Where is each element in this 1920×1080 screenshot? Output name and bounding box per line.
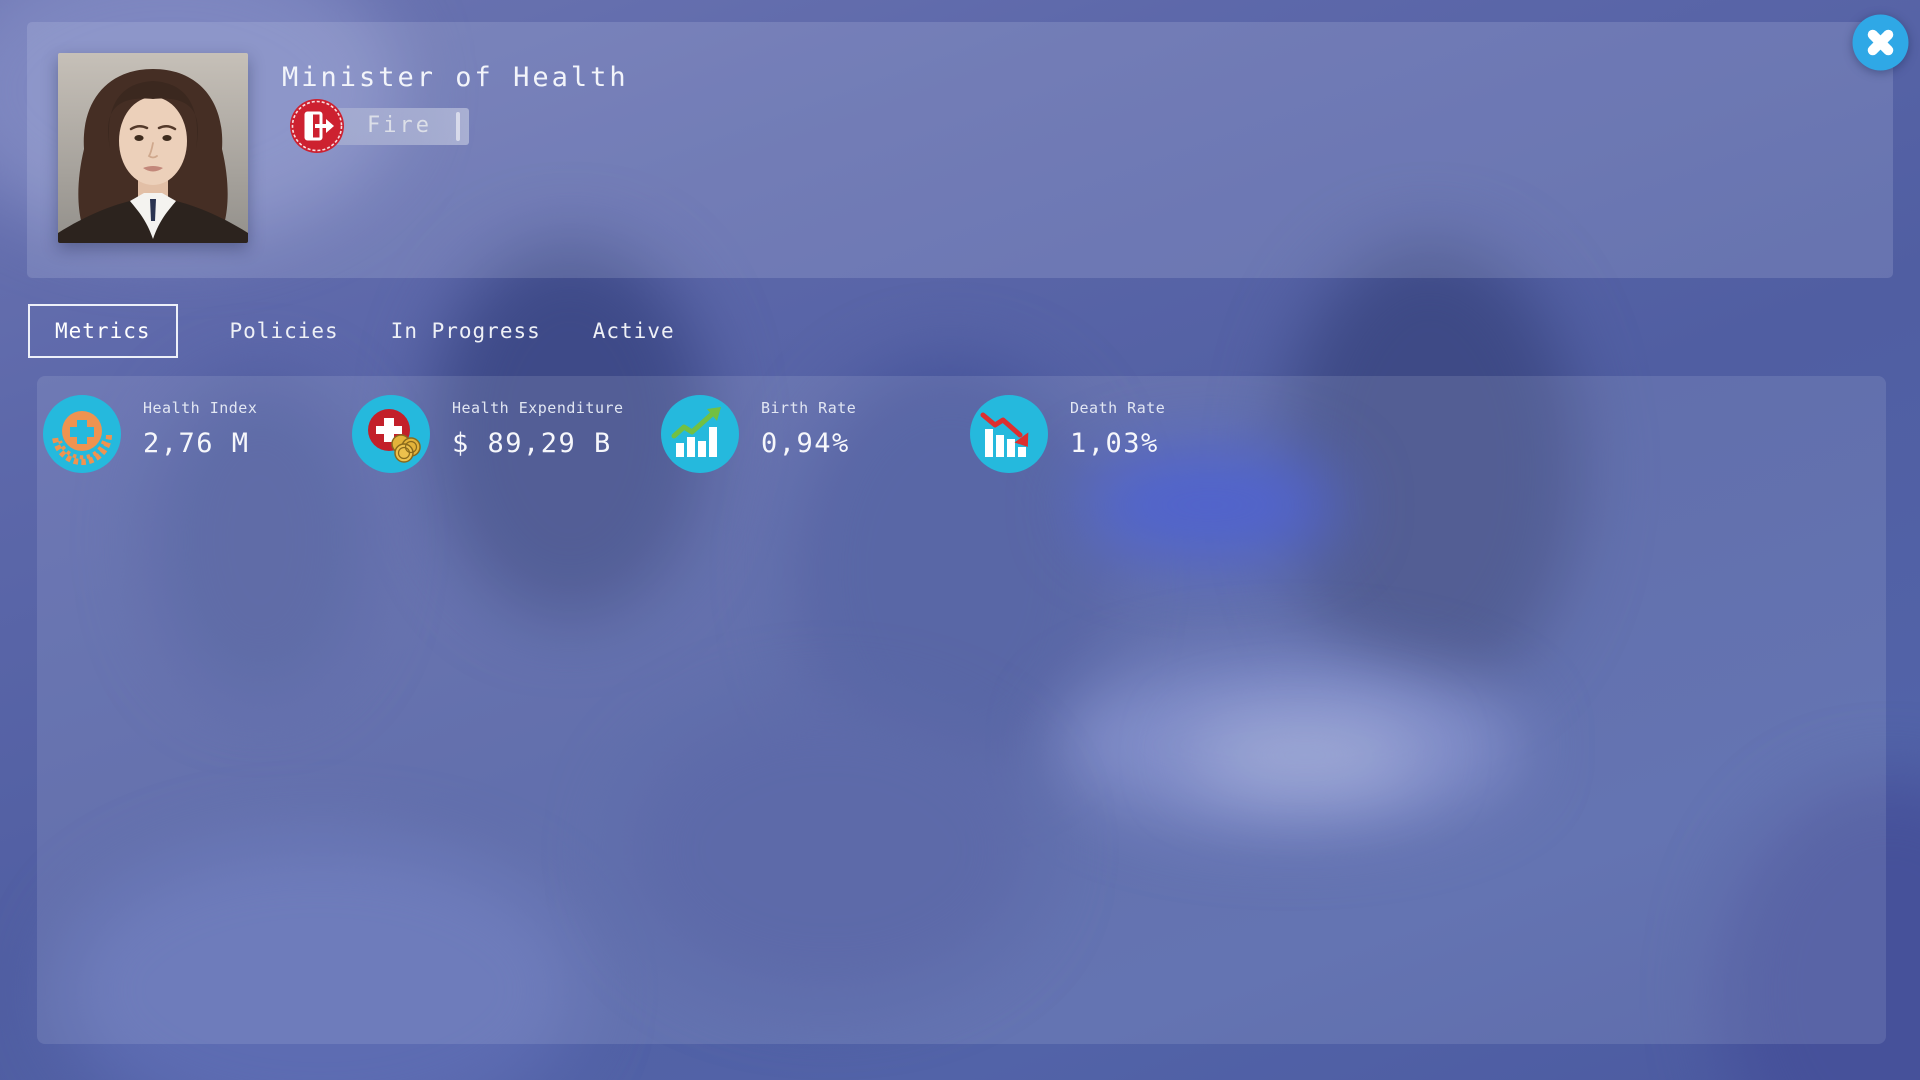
metric-value: 0,94%: [761, 428, 850, 459]
birth-rate-chart-up-icon: [661, 395, 739, 473]
tab-active[interactable]: Active: [592, 319, 675, 343]
fire-exit-door-icon: [289, 98, 345, 154]
metric-label: Birth Rate: [761, 399, 857, 417]
minister-header-panel: Minister of Health Fire: [27, 22, 1893, 278]
metrics-row: Health Index 2,76 M: [43, 395, 1279, 473]
tab-metrics[interactable]: Metrics: [28, 304, 178, 358]
metric-value: 1,03%: [1070, 428, 1159, 459]
fire-button-label: Fire: [367, 113, 432, 138]
metric-value: $ 89,29 B: [452, 428, 612, 459]
metrics-panel: Health Index 2,76 M: [37, 376, 1886, 1044]
metric-card-death-rate: Death Rate 1,03%: [970, 395, 1279, 473]
close-button[interactable]: [1852, 14, 1909, 71]
minister-portrait: [58, 53, 248, 243]
death-rate-chart-down-icon: [970, 395, 1048, 473]
tab-in-progress[interactable]: In Progress: [390, 319, 541, 343]
page-title: Minister of Health: [282, 62, 629, 93]
metric-card-birth-rate: Birth Rate 0,94%: [661, 395, 970, 473]
metric-value: 2,76 M: [143, 428, 250, 459]
health-expenditure-coins-icon: [352, 395, 430, 473]
metric-card-health-index: Health Index 2,76 M: [43, 395, 352, 473]
tab-bar: Metrics Policies In Progress Active: [28, 302, 675, 360]
fire-button[interactable]: Fire: [289, 96, 499, 156]
metric-label: Health Expenditure: [452, 399, 624, 417]
health-index-laurel-icon: [43, 395, 121, 473]
metric-card-health-expenditure: Health Expenditure $ 89,29 B: [352, 395, 661, 473]
metric-label: Death Rate: [1070, 399, 1166, 417]
metric-label: Health Index: [143, 399, 258, 417]
tab-policies[interactable]: Policies: [229, 319, 339, 343]
